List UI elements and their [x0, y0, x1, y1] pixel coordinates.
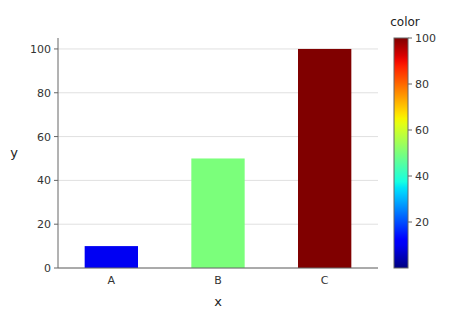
y-tick: [54, 48, 58, 49]
colorbar-tick-label: 60: [415, 124, 429, 137]
y-tick-label: 0: [44, 262, 51, 275]
chart: 0 20 40 60 80 100 A B Cx y 20 40 60 80 100 color: [0, 0, 469, 315]
y-tick-label: 20: [37, 218, 51, 231]
colorbar-tick-label: 20: [415, 216, 429, 229]
colorbar-tick: [408, 130, 412, 131]
y-axis-label: y: [10, 145, 18, 160]
y-tick: [54, 180, 58, 181]
bars: [85, 49, 352, 268]
x-tick-label: B: [214, 274, 222, 287]
bar: [85, 246, 138, 268]
x-tick-label: C: [321, 274, 329, 287]
chart-container: 0 20 40 60 80 100 A B Cx y 20 40 60 80 100 color: [0, 0, 469, 315]
colorbar: [394, 38, 408, 268]
bar: [191, 158, 244, 268]
y-tick: [54, 224, 58, 225]
y-tick-label: 40: [37, 174, 51, 187]
colorbar-tick: [408, 84, 412, 85]
y-tick-label: 100: [30, 43, 51, 56]
y-tick: [54, 136, 58, 137]
colorbar-tick-label: 100: [415, 32, 436, 45]
x-axis-line: [58, 268, 378, 269]
x-tick-label: A: [108, 274, 116, 287]
y-tick-label: 80: [37, 87, 51, 100]
bar: [298, 49, 351, 268]
grid: [58, 49, 378, 268]
y-axis-line: [58, 38, 59, 268]
y-tick: [54, 92, 58, 93]
colorbar-tick-label: 80: [415, 78, 429, 91]
colorbar-tick: [408, 222, 412, 223]
colorbar-tick: [408, 176, 412, 177]
colorbar-tick: [408, 38, 412, 39]
colorbar-label: color: [390, 15, 420, 29]
colorbar-tick-label: 40: [415, 170, 429, 183]
y-tick-label: 60: [37, 131, 51, 144]
grid-line: [58, 268, 378, 269]
y-tick: [54, 268, 58, 269]
x-axis-label: x: [214, 294, 222, 309]
